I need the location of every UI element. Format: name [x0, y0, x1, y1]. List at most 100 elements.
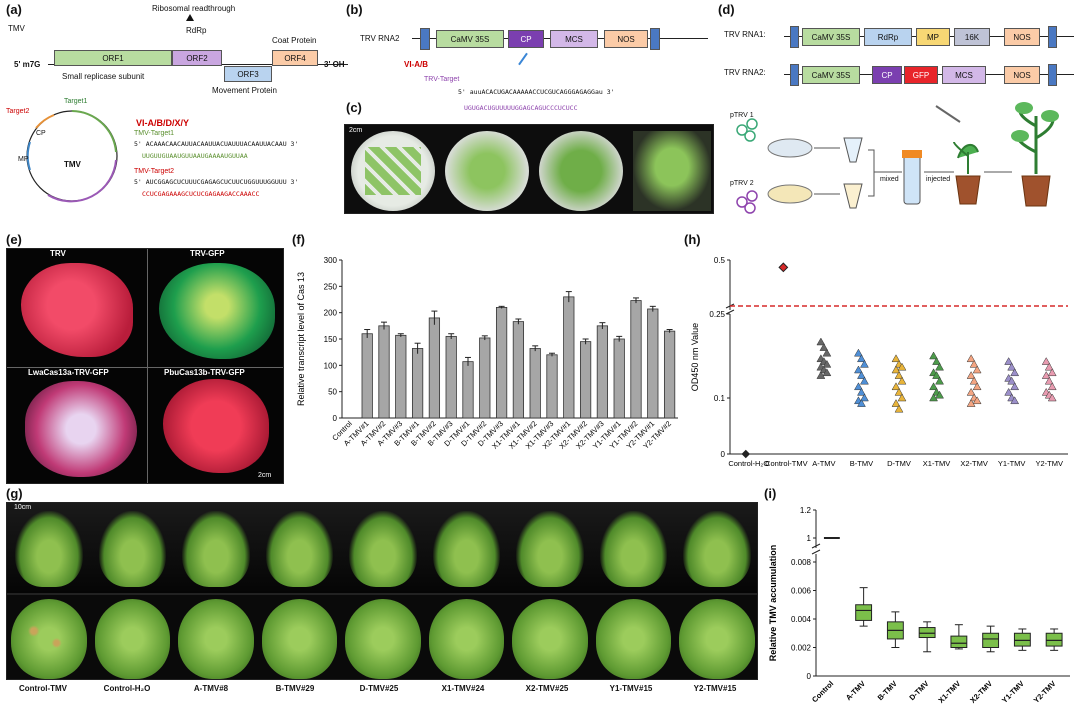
panel-e-scale: 2cm: [258, 472, 272, 479]
box: [982, 632, 1000, 648]
rna1-rb: [1048, 26, 1057, 48]
rna2-nos: NOS: [1004, 66, 1040, 84]
box: [950, 635, 968, 649]
bar: [361, 333, 373, 419]
data-point: [891, 365, 901, 374]
bar: [411, 348, 424, 419]
circle-tmv-label: TMV: [64, 160, 81, 169]
trv-target-name: TRV-Target: [424, 76, 460, 83]
y-tick-label: 150: [324, 335, 338, 344]
data-point: [822, 359, 832, 368]
g-caption: A-TMV#8: [193, 684, 229, 693]
data-point: [894, 371, 904, 379]
mp-label: MP: [18, 156, 29, 163]
rna1-lb: [790, 26, 799, 48]
x-tick-label: Y2-TMV: [1032, 679, 1058, 705]
data-point: [854, 382, 863, 391]
rna1-label: TRV RNA1:: [724, 30, 766, 39]
data-point: [972, 382, 982, 391]
data-point: [935, 390, 944, 399]
data-point: [860, 359, 869, 368]
y-tick-label: 0.008: [791, 558, 812, 567]
y-tick-label: 0.5: [714, 256, 726, 265]
target2-label: Target2: [6, 108, 30, 115]
panel-d-label: (d): [718, 2, 735, 17]
leaf-photo: [679, 599, 755, 679]
bar: [596, 325, 609, 419]
injected-label: injected: [926, 176, 951, 183]
data-point: [1044, 362, 1054, 371]
g-caption: D-TMV#25: [359, 684, 399, 693]
data-point: [1010, 382, 1020, 391]
rna2-mcs: MCS: [942, 66, 986, 84]
x-tick-label: X1-TMV: [936, 679, 962, 705]
caption-pbucas13b: PbuCas13b-TRV-GFP: [164, 368, 245, 377]
leaf-close-up-photo: [6, 594, 758, 680]
data-point: [966, 387, 976, 396]
bar: [579, 341, 592, 419]
rna1-nos: NOS: [1004, 28, 1040, 46]
tmv-target2-name: TMV-Target2: [134, 168, 175, 175]
g-caption: Y1-TMV#15: [609, 684, 653, 693]
data-point: [897, 362, 907, 371]
x-tick-label: D-TMV: [887, 459, 911, 468]
data-point: [966, 399, 976, 407]
y-tick-label: 0.25: [709, 310, 725, 319]
y-tick-label: 0: [807, 672, 812, 681]
bar: [630, 300, 642, 419]
x-tick-label: Y2-TMV: [1035, 459, 1063, 468]
bar: [613, 338, 625, 419]
y-tick-label: 0.004: [791, 615, 812, 624]
tmv-accumulation-boxplot: 0 0.002 0.004 0.006 0.008 1 1.2 Control A-TMV B-T…: [768, 506, 1070, 705]
bar: [395, 334, 407, 419]
plantlet-pot: [633, 131, 711, 211]
tmv-target2-guide: CCUCGAGAAAGCUCUCGAGAAGACCAAACC: [142, 190, 260, 198]
data-point: [969, 376, 979, 385]
five-prime-label: 5' m7G: [14, 60, 41, 69]
y-tick-label: 50: [328, 388, 337, 397]
y-tick-label: 0.006: [791, 587, 812, 596]
bar: [663, 330, 676, 419]
tmv-circle-map: [26, 110, 118, 203]
tmv-target1-seq: 5' ACAAACAACAUUACAAUUACUAUUUACAAUUACAAU …: [134, 140, 299, 148]
rna2-lb: [790, 64, 799, 86]
y-axis-label: OD450 nm Value: [690, 323, 700, 391]
data-point: [778, 262, 789, 273]
panel-b-label: (b): [346, 2, 363, 17]
data-point: [857, 399, 866, 407]
data-point: [741, 449, 751, 459]
leaf-pbucas13b: [163, 379, 269, 473]
data-point: [966, 371, 976, 379]
g-caption: X2-TMV#25: [525, 684, 569, 693]
target-arrow-icon: [518, 52, 528, 66]
data-point: [891, 354, 901, 363]
trv-groups-label: VI-A/B: [404, 60, 428, 69]
y-tick-label: 300: [324, 256, 338, 265]
data-point: [929, 393, 938, 402]
rna1-camv35s: CaMV 35S: [802, 28, 860, 46]
box: [918, 627, 936, 639]
leaf-photo: [94, 599, 171, 679]
leaf-photo: [512, 599, 588, 679]
whole-plant-photo: [6, 502, 758, 594]
box: [1013, 632, 1031, 647]
leaf-photo: [178, 599, 254, 679]
panel-a-label: (a): [6, 2, 22, 17]
orf2-box: ORF2: [172, 50, 222, 66]
data-point: [1004, 357, 1014, 365]
data-point: [819, 343, 829, 351]
x-tick-label: B-TMV: [876, 679, 899, 702]
plant-photo: [683, 511, 751, 587]
trv-target-seq: 5' auuACACUGACAAAAACCUCGUCAGGGAGAGGau 3': [458, 88, 615, 96]
x-tick-label: Y1-TMV: [998, 459, 1026, 468]
data-point: [891, 382, 901, 391]
three-prime-label: 3' OH: [324, 60, 345, 69]
axis-break: [811, 549, 821, 555]
y-tick-label: 0.1: [714, 394, 726, 403]
tmv-target1-guide: UUGUUGUAAUGUUAAUGAAAAUGUUAA: [142, 152, 248, 160]
groups-label: VI-A/B/D/X/Y: [136, 118, 190, 128]
data-point: [854, 348, 863, 357]
x-tick-label: X2-TMV: [960, 459, 988, 468]
data-point: [860, 393, 869, 402]
data-point: [857, 387, 866, 396]
